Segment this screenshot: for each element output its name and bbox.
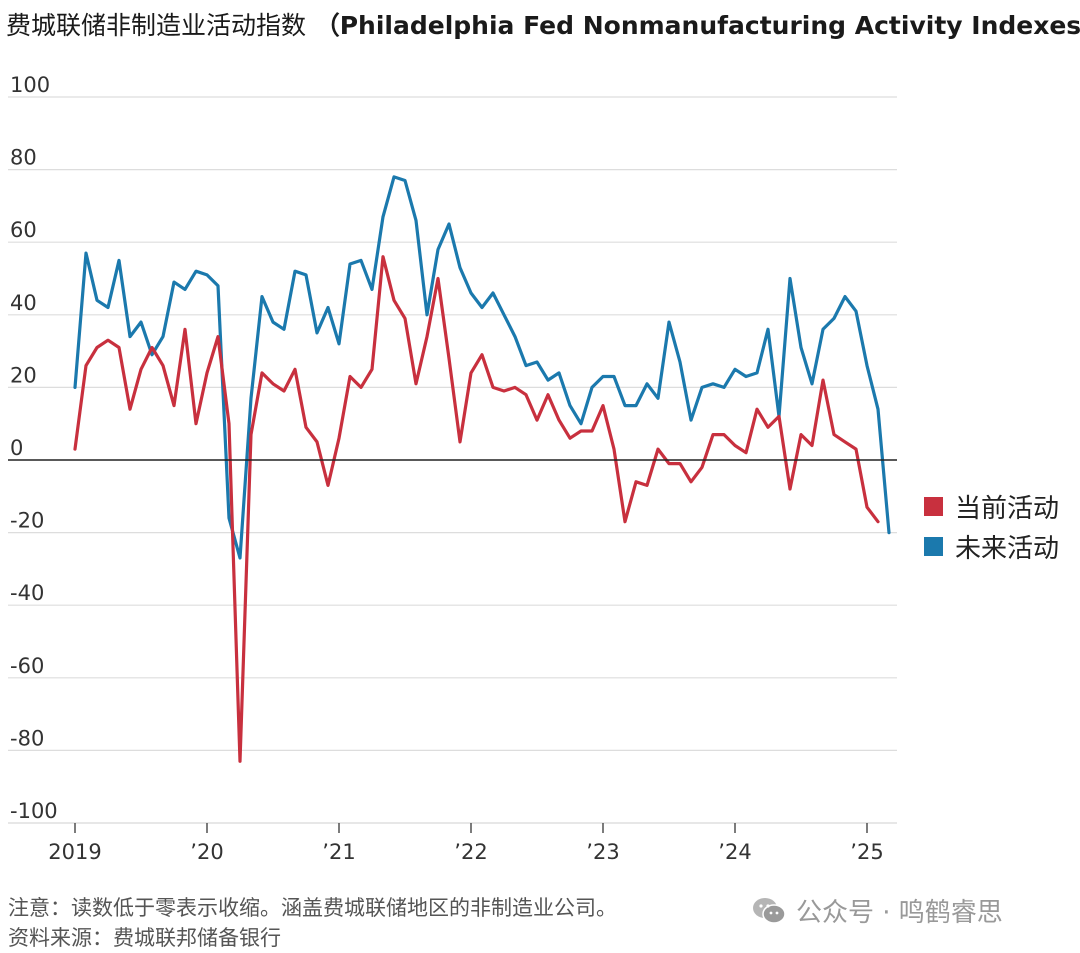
legend-swatch-current: [924, 496, 943, 516]
x-tick-label: ’21: [322, 840, 355, 864]
watermark-text: 公众号 · 鸣鹤睿思: [796, 898, 1003, 928]
chart-title: 费城联储非制造业活动指数 （Philadelphia Fed Nonmanufa…: [6, 6, 1080, 42]
series-layer: [73, 175, 891, 763]
x-tick-label: 2019: [48, 840, 101, 864]
y-tick-label: 40: [10, 291, 37, 315]
chart-title-en: （Philadelphia Fed Nonmanufacturing Activ…: [314, 11, 1080, 40]
y-tick-label: 80: [10, 146, 37, 170]
x-tick-label: ’22: [454, 840, 487, 864]
y-tick-label: 100: [10, 73, 50, 97]
legend-item-future: 未来活动: [924, 526, 1059, 566]
watermark: 公众号 · 鸣鹤睿思: [752, 892, 1003, 929]
y-tick-label: -100: [10, 799, 58, 823]
chart-title-cn: 费城联储非制造业活动指数: [6, 11, 307, 40]
legend-label-current: 当前活动: [955, 493, 1060, 524]
x-tick-label: ’23: [586, 840, 619, 864]
series-line-current: [73, 255, 880, 763]
x-axis: 2019 ’20 ’21 ’22 ’23 ’24 ’25: [8, 822, 897, 864]
legend-label-future: 未来活动: [955, 533, 1060, 564]
y-tick-label: -40: [10, 581, 44, 605]
series-line-future: [73, 175, 891, 560]
x-tick-label: ’24: [718, 840, 751, 864]
y-tick-label: -60: [10, 654, 44, 678]
legend-item-current: 当前活动: [924, 486, 1059, 526]
chart-legend: 当前活动 未来活动: [924, 486, 1059, 566]
chart-note: 注意：读数低于零表示收缩。涵盖费城联储地区的非制造业公司。: [8, 896, 617, 920]
x-tick-label: ’25: [850, 840, 883, 864]
x-tick-label: ’20: [190, 840, 223, 864]
y-tick-label: 20: [10, 363, 37, 387]
y-tick-label: 0: [10, 436, 23, 460]
grid-layer: 100 80 60 40 20 0 -20 -40 -60 -80 -100: [8, 73, 897, 824]
y-tick-label: 60: [10, 218, 37, 242]
y-tick-label: -20: [10, 509, 44, 533]
chart-source: 资料来源：费城联邦储备银行: [8, 926, 281, 950]
wechat-icon: [753, 897, 786, 924]
y-tick-label: -80: [10, 726, 44, 750]
legend-swatch-future: [924, 536, 943, 556]
